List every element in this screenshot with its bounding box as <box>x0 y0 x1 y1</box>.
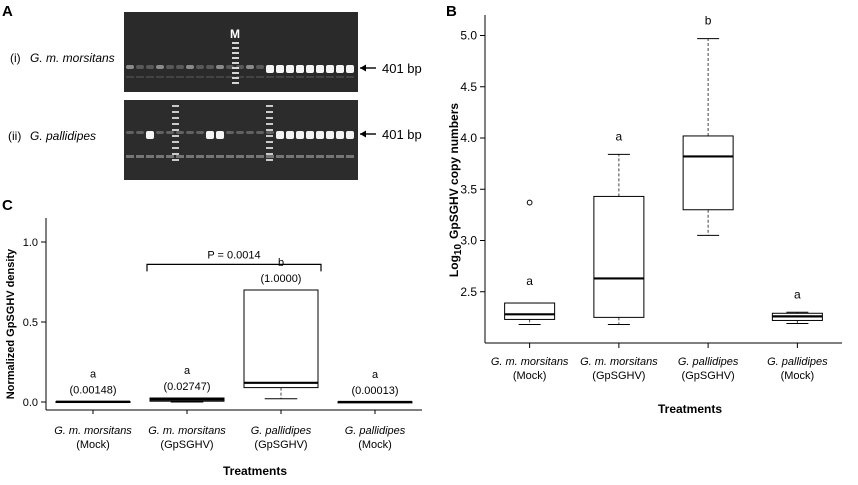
row-ii-index: (ii) <box>8 129 21 143</box>
y-tick-label: 4.5 <box>460 80 477 94</box>
x-tick-label: G. pallidipes <box>678 356 739 368</box>
significance-letter: a <box>616 129 623 143</box>
chart-c-xlabel: Treatments <box>223 464 287 478</box>
row-i-band-label: 401 bp <box>382 61 422 76</box>
significance-letter: a <box>526 274 533 288</box>
x-tick-label: (GpSGHV) <box>160 439 213 451</box>
significance-letter: a <box>372 369 379 381</box>
chart-b: Log10GpSGHV copy numbers Treatments 2.5 3… <box>447 14 842 416</box>
x-tick-label: (Mock) <box>513 370 547 382</box>
x-tick-label: (Mock) <box>358 439 392 451</box>
x-tick-label: (GpSGHV) <box>254 439 307 451</box>
significance-letter: a <box>794 287 801 301</box>
significance-letter: b <box>705 14 712 28</box>
p-value-label: P = 0.0014 <box>207 249 260 261</box>
box <box>593 195 645 318</box>
x-tick-label: G. m. morsitans <box>148 425 226 437</box>
y-tick-label: 1.0 <box>23 237 38 249</box>
panel-c-letter: C <box>2 197 13 214</box>
chart-c: Normalized GpSGHV density Treatments 0.0… <box>5 218 422 478</box>
chart-b-xlabel: Treatments <box>658 402 722 416</box>
x-tick-label: G. m. morsitans <box>54 425 132 437</box>
outlier-point <box>526 199 533 206</box>
arrow-icon <box>360 130 376 138</box>
x-tick-label: (Mock) <box>76 439 110 451</box>
panel-a-letter: A <box>2 3 13 20</box>
panel-b-letter: B <box>446 3 457 20</box>
chart-c-ylabel: Normalized GpSGHV density <box>5 248 17 399</box>
y-tick-label: 4.0 <box>460 131 477 145</box>
value-label: (1.0000) <box>261 273 302 285</box>
chart-b-ylabel: Log10GpSGHV copy numbers <box>447 103 464 277</box>
x-tick-label: G. m. morsitans <box>580 356 658 368</box>
box <box>504 302 556 320</box>
x-tick-label: (GpSGHV) <box>592 370 645 382</box>
gel-image-bottom <box>124 100 358 180</box>
x-tick-label: (GpSGHV) <box>682 370 735 382</box>
x-tick-label: G. pallidipes <box>345 425 406 437</box>
value-label: (0.00013) <box>351 385 398 397</box>
value-label: (0.02747) <box>163 381 210 393</box>
box <box>243 289 319 389</box>
y-tick-label: 0.0 <box>23 397 38 409</box>
x-tick-label: G. pallidipes <box>251 425 312 437</box>
box <box>682 135 734 211</box>
arrow-icon <box>360 64 376 72</box>
significance-letter: b <box>278 257 284 269</box>
significance-bracket <box>146 263 322 272</box>
significance-letter: a <box>90 369 97 381</box>
row-i-index: (i) <box>10 51 21 65</box>
row-i-species: G. m. morsitans <box>30 51 115 65</box>
y-tick-label: 5.0 <box>460 29 477 43</box>
significance-letter: a <box>184 365 191 377</box>
marker-label: M <box>230 27 240 41</box>
y-tick-label: 2.5 <box>460 285 477 299</box>
y-tick-label: 0.5 <box>23 317 38 329</box>
x-tick-label: G. pallidipes <box>767 356 828 368</box>
x-tick-label: G. m. morsitans <box>491 356 569 368</box>
row-ii-band-label: 401 bp <box>382 127 422 142</box>
gel-image-top <box>124 12 358 92</box>
x-tick-label: (Mock) <box>781 370 815 382</box>
value-label: (0.00148) <box>69 385 116 397</box>
y-tick-label: 3.5 <box>460 182 477 196</box>
row-ii-species: G. pallidipes <box>30 129 96 143</box>
y-tick-label: 3.0 <box>460 234 477 248</box>
